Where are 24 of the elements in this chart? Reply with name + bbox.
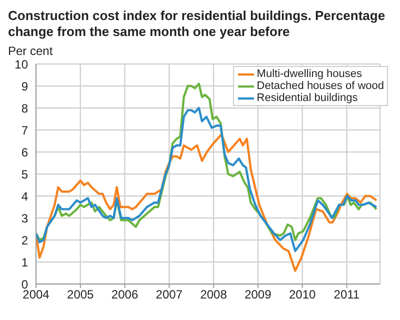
- legend-label: Detached houses of wood: [256, 80, 384, 92]
- y-tick-label: 4: [21, 189, 28, 204]
- y-tick-label: 2: [21, 233, 28, 248]
- legend-label: Multi-dwelling houses: [256, 68, 362, 80]
- line-series: [36, 106, 378, 252]
- x-tick-label: 2011: [334, 288, 360, 302]
- y-tick-label: 9: [21, 79, 28, 94]
- chart-title: Construction cost index for residential buildings. Percentage change from the same month one year before: [8, 8, 386, 40]
- y-tick-label: 1: [21, 255, 28, 270]
- x-tick-label: 2008: [200, 288, 228, 302]
- line-series: [36, 133, 378, 272]
- y-tick-label: 8: [21, 101, 28, 116]
- y-tick-label: 6: [21, 145, 28, 160]
- x-tick-label: 2007: [156, 288, 183, 302]
- y-tick-label: 5: [21, 167, 28, 182]
- x-tick-label: 2009: [244, 288, 272, 302]
- y-axis-title: Per cent: [8, 44, 54, 58]
- x-tick-label: 2006: [111, 288, 138, 302]
- y-tick-label: 3: [21, 211, 28, 226]
- y-tick-label: 7: [21, 123, 28, 138]
- y-tick-label: 10: [14, 57, 28, 72]
- x-tick-label: 2010: [288, 288, 316, 302]
- legend-label: Residential buildings: [256, 92, 358, 104]
- x-tick-label: 2005: [67, 288, 94, 302]
